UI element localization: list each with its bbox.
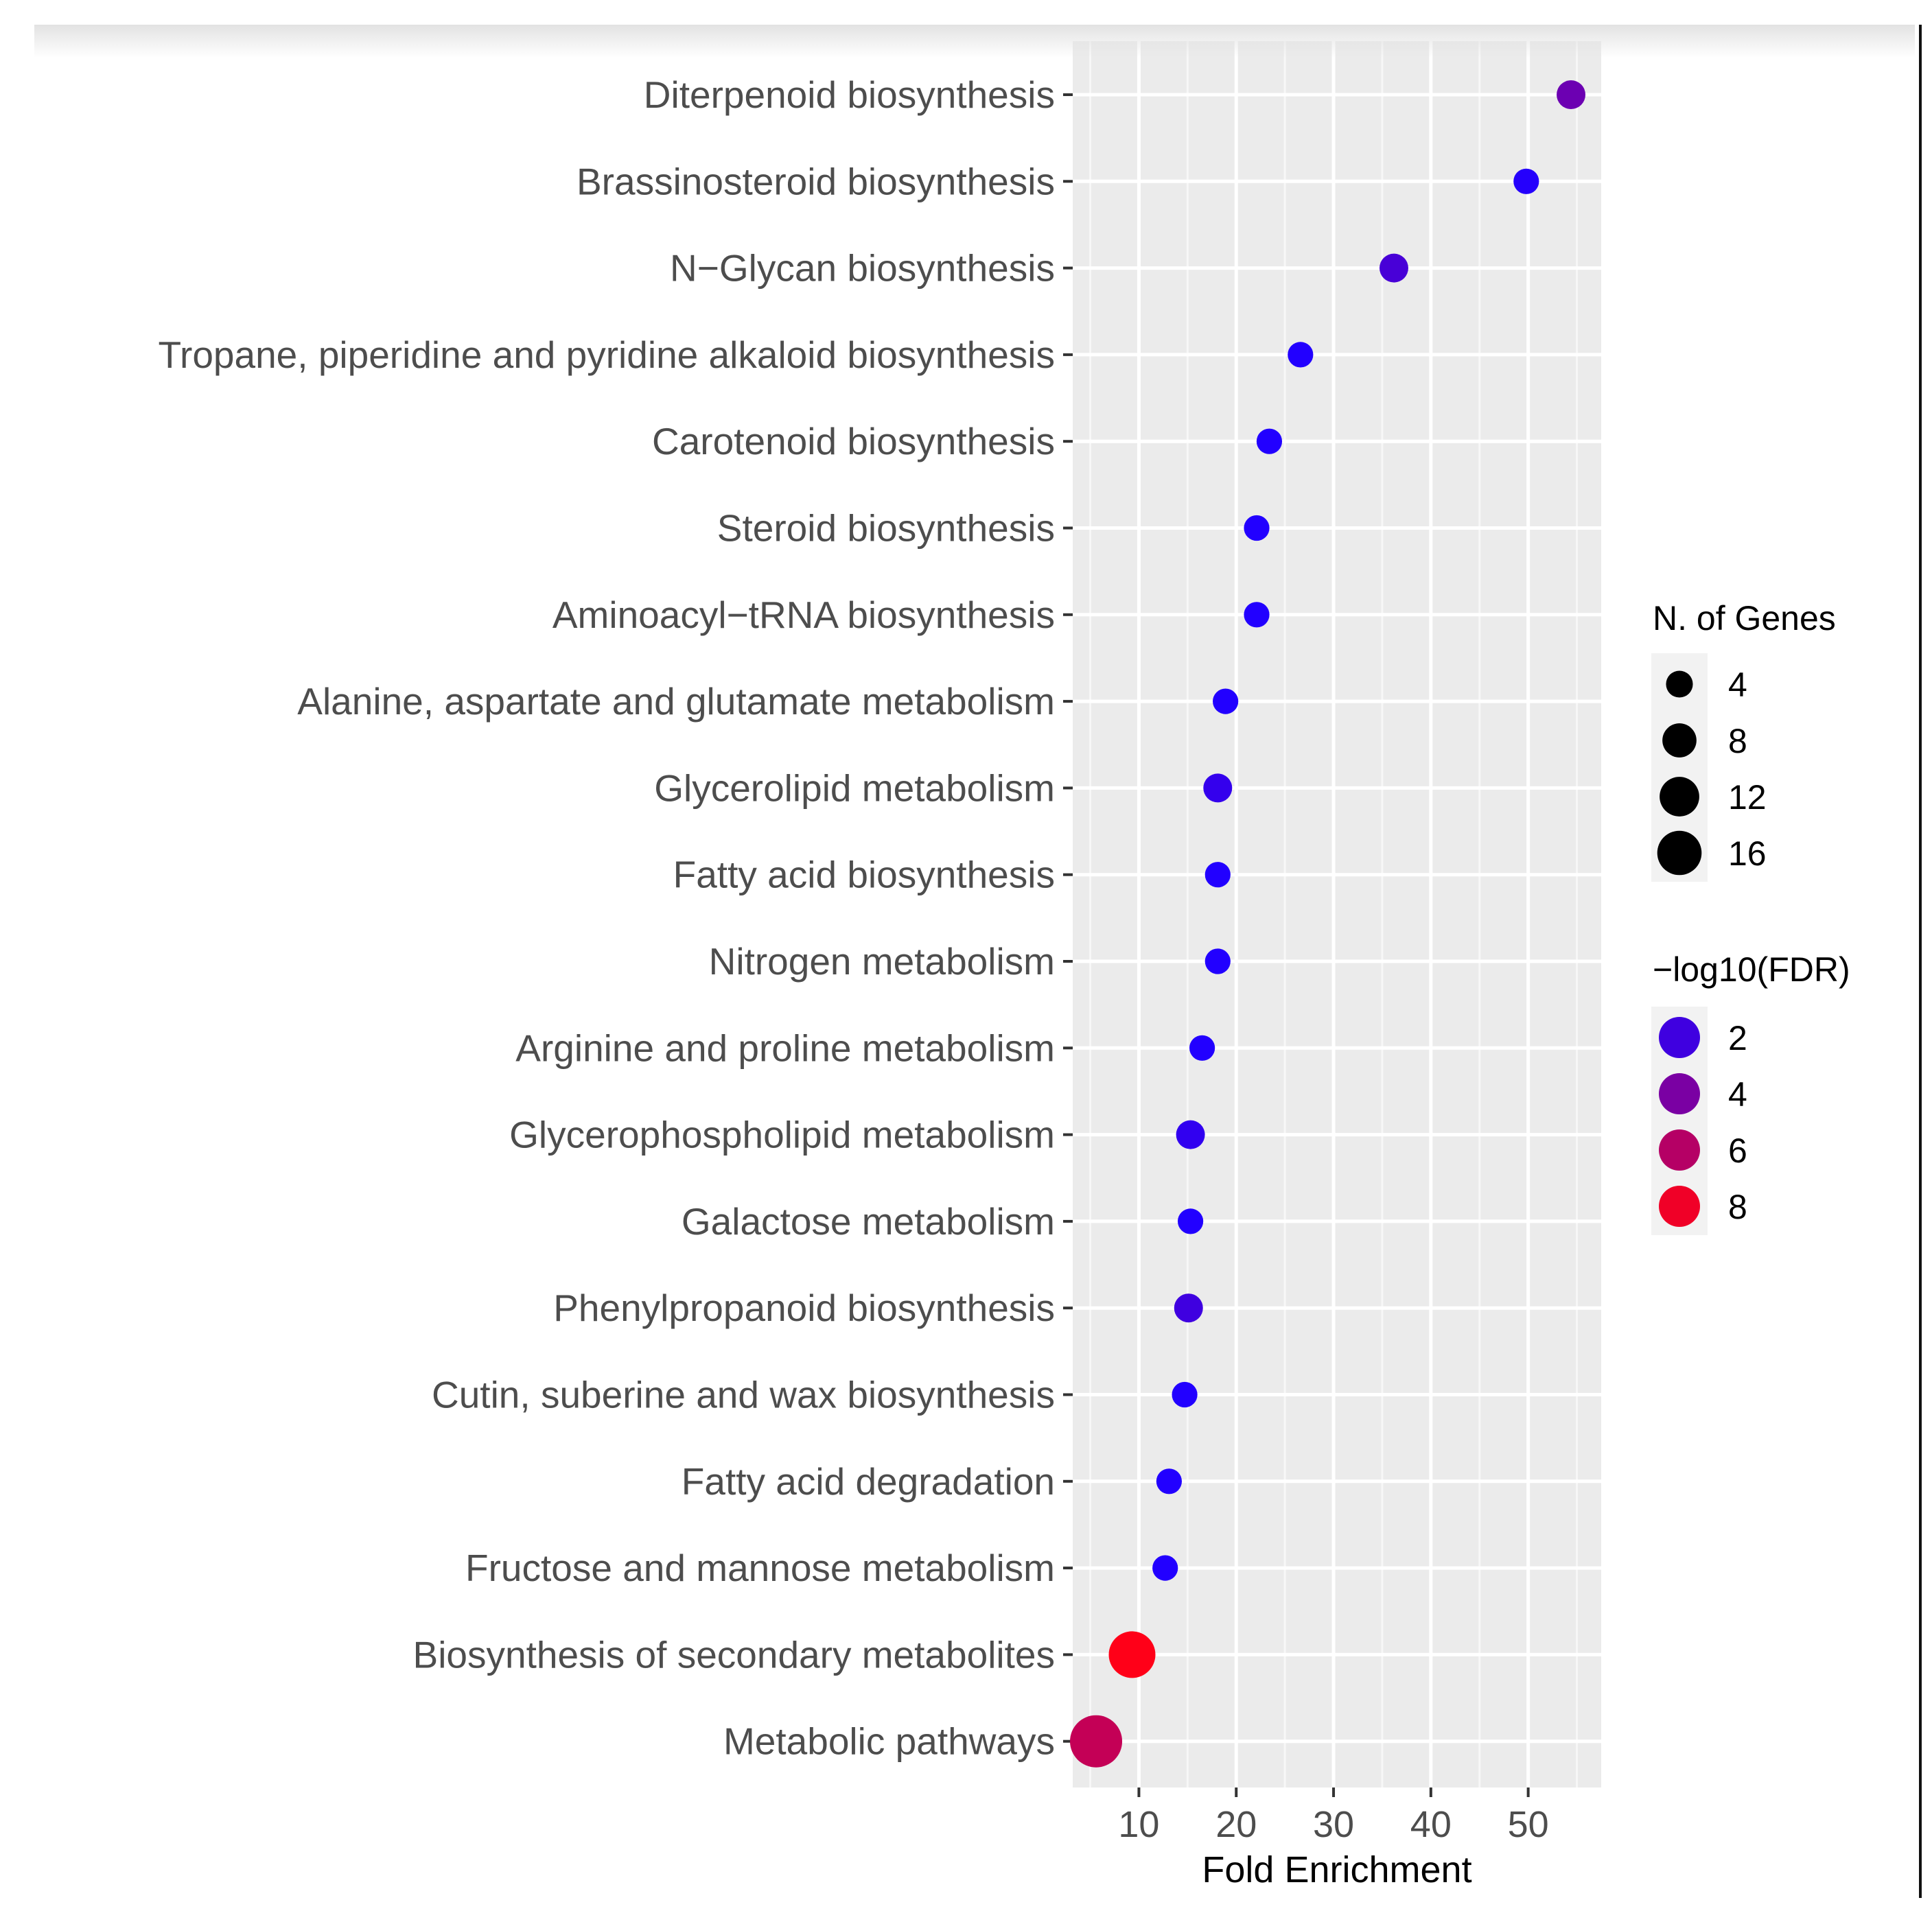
data-point bbox=[1513, 168, 1539, 194]
data-points bbox=[1070, 80, 1586, 1768]
major-gridlines bbox=[1073, 41, 1601, 1787]
legend-size-key bbox=[1657, 830, 1702, 876]
right-border bbox=[1919, 25, 1922, 1898]
data-point bbox=[1156, 1468, 1182, 1494]
legend-color-label: 6 bbox=[1728, 1132, 1747, 1170]
data-point bbox=[1070, 1715, 1123, 1768]
data-point bbox=[1557, 80, 1586, 109]
minor-gridlines bbox=[1089, 41, 1579, 1787]
y-axis-ticks bbox=[1063, 93, 1073, 1743]
data-point bbox=[1177, 1208, 1204, 1234]
y-tick-label: Carotenoid biosynthesis bbox=[652, 420, 1055, 462]
y-tick-label: Nitrogen metabolism bbox=[709, 940, 1055, 983]
legend-color-key bbox=[1659, 1017, 1700, 1058]
legend-color-title: −log10(FDR) bbox=[1653, 950, 1850, 989]
y-tick-label: Metabolic pathways bbox=[723, 1720, 1055, 1763]
y-tick-label: Galactose metabolism bbox=[682, 1200, 1055, 1243]
legend-color: −log10(FDR) 2 4 6 8 bbox=[1651, 950, 1850, 1235]
x-axis-title: Fold Enrichment bbox=[1202, 1849, 1471, 1890]
legend-color-label: 2 bbox=[1728, 1019, 1747, 1057]
y-tick-label: Arginine and proline metabolism bbox=[515, 1027, 1055, 1069]
data-point bbox=[1152, 1555, 1178, 1581]
data-point bbox=[1256, 428, 1283, 454]
legend-color-label: 8 bbox=[1728, 1188, 1747, 1226]
y-tick-label: Glycerophospholipid metabolism bbox=[509, 1114, 1055, 1156]
x-axis-labels: 10 20 30 40 50 bbox=[1118, 1804, 1548, 1845]
legend-size-title: N. of Genes bbox=[1653, 599, 1836, 637]
x-tick-label: 10 bbox=[1118, 1804, 1159, 1845]
data-point bbox=[1189, 1035, 1215, 1061]
data-point bbox=[1204, 948, 1231, 974]
y-axis-labels: Diterpenoid biosynthesis Brassinosteroid … bbox=[158, 73, 1055, 1763]
data-point bbox=[1108, 1631, 1156, 1678]
legend-color-key bbox=[1659, 1073, 1700, 1114]
data-point bbox=[1244, 602, 1270, 628]
y-tick-label: Tropane, piperidine and pyridine alkaloi… bbox=[158, 333, 1055, 376]
y-tick-label: Fatty acid biosynthesis bbox=[673, 854, 1055, 896]
legend-size-key bbox=[1662, 723, 1697, 758]
y-tick-label: Brassinosteroid biosynthesis bbox=[577, 160, 1055, 202]
data-point bbox=[1172, 1381, 1198, 1408]
y-tick-label: Alanine, aspartate and glutamate metabol… bbox=[297, 680, 1055, 723]
y-tick-label: Fructose and mannose metabolism bbox=[465, 1547, 1055, 1589]
legend-color-key bbox=[1659, 1186, 1700, 1227]
legend-color-label: 4 bbox=[1728, 1075, 1747, 1114]
x-tick-label: 40 bbox=[1410, 1804, 1452, 1845]
legend-size-label: 16 bbox=[1728, 834, 1767, 873]
legend-size-label: 12 bbox=[1728, 778, 1767, 817]
data-point bbox=[1203, 773, 1233, 803]
data-point bbox=[1288, 342, 1314, 368]
legend-size: N. of Genes 4 8 12 16 bbox=[1651, 599, 1836, 882]
y-tick-label: Diterpenoid biosynthesis bbox=[644, 73, 1055, 116]
y-tick-label: Fatty acid degradation bbox=[682, 1460, 1055, 1503]
y-tick-label: Glycerolipid metabolism bbox=[654, 766, 1055, 809]
y-tick-label: Cutin, suberine and wax biosynthesis bbox=[432, 1374, 1055, 1416]
data-point bbox=[1213, 688, 1239, 714]
y-tick-label: Steroid biosynthesis bbox=[717, 507, 1055, 550]
plot-panel bbox=[1073, 41, 1601, 1787]
x-tick-label: 50 bbox=[1508, 1804, 1549, 1845]
y-tick-label: Aminoacyl−tRNA biosynthesis bbox=[552, 594, 1055, 636]
legend-size-key bbox=[1666, 670, 1693, 698]
legend-size-label: 4 bbox=[1728, 666, 1747, 704]
data-point bbox=[1204, 862, 1231, 888]
legend-size-key bbox=[1660, 777, 1699, 817]
y-tick-label: Phenylpropanoid biosynthesis bbox=[553, 1287, 1055, 1329]
legend-color-key bbox=[1659, 1129, 1700, 1171]
legend-size-label: 8 bbox=[1728, 722, 1747, 760]
x-tick-label: 30 bbox=[1313, 1804, 1354, 1845]
x-axis-ticks bbox=[1137, 1787, 1530, 1797]
data-point bbox=[1174, 1293, 1203, 1323]
data-point bbox=[1176, 1120, 1205, 1149]
top-shadow bbox=[34, 25, 1915, 58]
y-tick-label: N−Glycan biosynthesis bbox=[670, 247, 1055, 290]
x-tick-label: 20 bbox=[1215, 1804, 1257, 1845]
y-tick-label: Biosynthesis of secondary metabolites bbox=[413, 1633, 1055, 1676]
data-point bbox=[1379, 253, 1408, 283]
data-point bbox=[1244, 515, 1270, 541]
